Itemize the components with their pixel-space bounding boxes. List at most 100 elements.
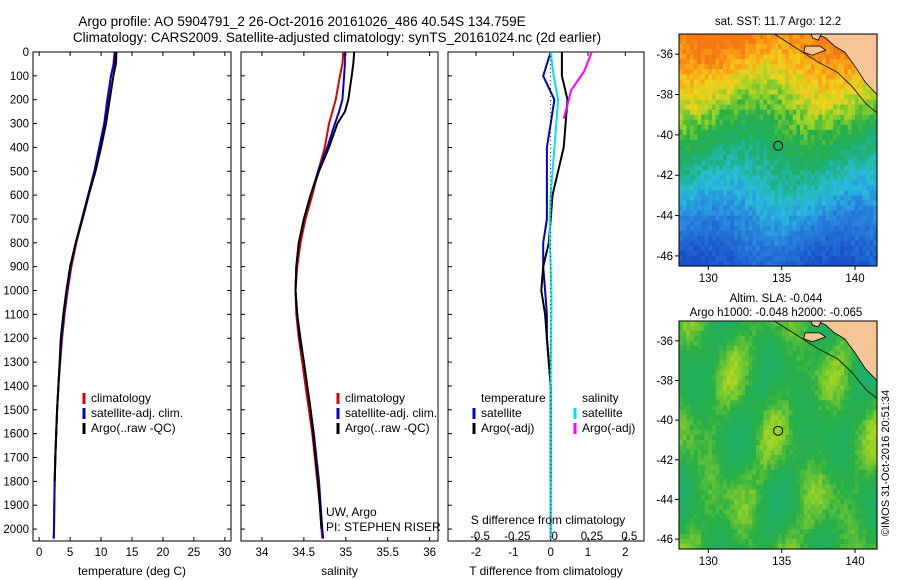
heatmap-cell	[781, 165, 786, 171]
heatmap-cell	[814, 69, 819, 75]
heatmap-cell	[869, 464, 874, 471]
heatmap-cell	[774, 175, 779, 181]
heatmap-cell	[712, 74, 717, 80]
heatmap-cell	[825, 205, 830, 212]
heatmap-cell	[814, 79, 819, 86]
heatmap-cell	[745, 395, 750, 401]
heatmap-cell	[807, 225, 812, 232]
heatmap-cell	[807, 420, 812, 426]
heatmap-cell	[745, 489, 750, 496]
heatmap-cell	[778, 321, 783, 327]
heatmap-cell	[686, 210, 691, 217]
heatmap-cell	[763, 205, 768, 212]
heatmap-cell	[715, 494, 720, 501]
heatmap-cell	[712, 439, 717, 446]
heatmap-cell	[840, 350, 845, 357]
heatmap-cell	[858, 444, 863, 451]
heatmap-cell	[741, 355, 746, 362]
heatmap-cell	[730, 99, 735, 106]
heatmap-cell	[774, 39, 779, 45]
heatmap-cell	[847, 235, 852, 242]
heatmap-cell	[803, 69, 808, 75]
heatmap-cell	[847, 139, 852, 146]
heatmap-cell	[701, 255, 706, 262]
heatmap-cell	[796, 84, 801, 91]
heatmap-cell	[697, 350, 702, 357]
legend-label: satellite-adj. clim.	[345, 406, 437, 420]
heatmap-cell	[726, 144, 731, 151]
heatmap-cell	[748, 345, 753, 352]
heatmap-cell	[748, 514, 753, 520]
heatmap-cell	[763, 350, 768, 357]
heatmap-cell	[858, 255, 863, 262]
heatmap-cell	[833, 380, 838, 387]
heatmap-cell	[862, 165, 867, 171]
heatmap-cell	[778, 345, 783, 352]
heatmap-cell	[715, 260, 720, 267]
heatmap-cell	[679, 49, 684, 55]
heatmap-cell	[682, 235, 687, 242]
heatmap-cell	[690, 425, 695, 431]
heatmap-cell	[770, 175, 775, 181]
heatmap-cell	[697, 489, 702, 496]
heatmap-cell	[686, 64, 691, 70]
heatmap-cell	[730, 139, 735, 146]
heatmap-cell	[693, 499, 698, 505]
heatmap-cell	[693, 385, 698, 391]
heatmap-cell	[844, 390, 849, 396]
heatmap-cell	[682, 439, 687, 446]
heatmap-cell	[748, 524, 753, 530]
heatmap-cell	[778, 139, 783, 146]
heatmap-cell	[737, 449, 742, 456]
heatmap-cell	[734, 494, 739, 501]
heatmap-cell	[858, 519, 863, 525]
heatmap-cell	[818, 59, 823, 65]
heatmap-cell	[800, 514, 805, 520]
heatmap-cell	[730, 504, 735, 510]
heatmap-cell	[869, 225, 874, 232]
heatmap-cell	[855, 170, 860, 176]
heatmap-cell	[756, 89, 761, 96]
heatmap-cell	[759, 225, 764, 232]
heatmap-cell	[701, 321, 706, 327]
heatmap-cell	[701, 84, 706, 91]
heatmap-cell	[682, 104, 687, 111]
heatmap-cell	[818, 215, 823, 222]
heatmap-cell	[851, 444, 856, 451]
heatmap-cell	[741, 499, 746, 505]
heatmap-cell	[781, 504, 786, 510]
heatmap-cell	[862, 240, 867, 247]
heatmap-cell	[858, 484, 863, 491]
heatmap-cell	[833, 215, 838, 222]
heatmap-cell	[726, 444, 731, 451]
heatmap-cell	[796, 220, 801, 227]
heatmap-cell	[803, 340, 808, 347]
heatmap-cell	[785, 54, 790, 60]
heatmap-cell	[866, 165, 871, 171]
heatmap-cell	[789, 459, 794, 466]
heatmap-cell	[712, 44, 717, 50]
heatmap-cell	[741, 330, 746, 337]
heatmap-cell	[778, 64, 783, 70]
heatmap-cell	[752, 215, 757, 222]
heatmap-cell	[814, 180, 819, 186]
heatmap-cell	[756, 165, 761, 171]
heatmap-cell	[693, 350, 698, 357]
heatmap-cell	[851, 365, 856, 372]
heatmap-cell	[858, 155, 863, 161]
heatmap-cell	[811, 499, 816, 505]
x-tick-label: 130	[699, 273, 718, 285]
heatmap-cell	[730, 395, 735, 401]
heatmap-cell	[858, 195, 863, 202]
heatmap-cell	[723, 240, 728, 247]
heatmap-cell	[811, 185, 816, 191]
heatmap-cell	[767, 44, 772, 50]
heatmap-cell	[701, 210, 706, 217]
heatmap-cell	[822, 139, 827, 146]
heatmap-cell	[679, 390, 684, 396]
heatmap-cell	[803, 59, 808, 65]
heatmap-cell	[840, 514, 845, 520]
heatmap-cell	[789, 444, 794, 451]
heatmap-cell	[866, 170, 871, 176]
heatmap-cell	[807, 415, 812, 421]
